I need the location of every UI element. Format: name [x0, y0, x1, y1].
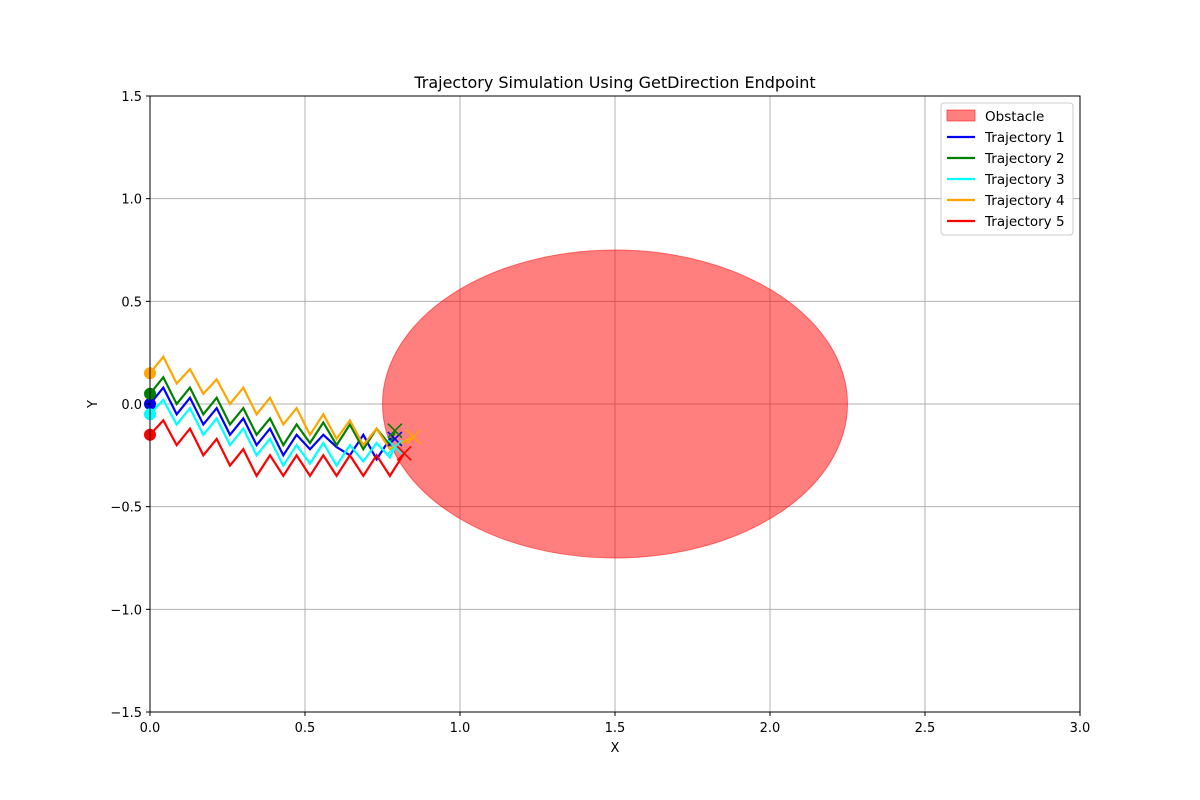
trajectory-3-line — [149, 398, 396, 468]
y-axis-label: Y — [86, 400, 101, 409]
y-tick-label: −1.0 — [110, 603, 142, 618]
x-tick-label: 2.0 — [760, 721, 781, 736]
y-tick-label: −1.5 — [110, 706, 142, 721]
legend-trajectory-2-label: Trajectory 2 — [984, 151, 1065, 167]
obstacle-layer — [382, 249, 848, 559]
trajectory-1-line — [149, 385, 395, 462]
marker-layer — [144, 367, 422, 461]
x-tick-label: 2.5 — [915, 721, 936, 736]
obstacle-ellipse — [382, 249, 848, 559]
legend-obstacle-swatch — [946, 109, 976, 122]
y-tick-label: 0.0 — [121, 398, 142, 413]
y-tick-label: −0.5 — [110, 501, 142, 516]
x-tick-label: 3.0 — [1070, 721, 1091, 736]
x-tick-label: 0.0 — [140, 721, 161, 736]
trajectory-5-end-marker — [396, 445, 412, 461]
series-layer — [149, 354, 414, 479]
y-tick-label: 0.5 — [121, 295, 142, 310]
legend: Obstacle Trajectory 1 Trajectory 2 Trajecto… — [940, 102, 1074, 236]
legend-trajectory-3-label: Trajectory 3 — [984, 172, 1065, 188]
trajectory-3-end-marker — [387, 439, 403, 455]
y-tick-label: 1.5 — [121, 90, 142, 105]
x-tick-label: 0.5 — [295, 721, 316, 736]
trajectory-5-line — [149, 418, 406, 479]
legend-trajectory-1-label: Trajectory 1 — [984, 130, 1065, 146]
legend-trajectory-4-label: Trajectory 4 — [984, 193, 1065, 209]
legend-trajectory-5-label: Trajectory 5 — [984, 214, 1065, 230]
ticks: 0.0 0.5 1.0 1.5 2.0 2.5 3.0 −1.5 −1.0 −0.5 0.0 0.5 1… — [110, 90, 1090, 736]
y-tick-label: 1.0 — [121, 193, 142, 208]
trajectory-4-line — [149, 354, 414, 451]
trajectory-2-end-marker — [387, 423, 403, 439]
x-tick-label: 1.0 — [450, 721, 471, 736]
chart-title: Trajectory Simulation Using GetDirection… — [413, 73, 815, 92]
trajectory-4-end-marker — [405, 429, 422, 445]
trajectory-2-line — [149, 375, 396, 452]
x-tick-label: 1.5 — [605, 721, 626, 736]
legend-obstacle-label: Obstacle — [985, 109, 1044, 125]
x-axis-label: X — [611, 741, 620, 756]
